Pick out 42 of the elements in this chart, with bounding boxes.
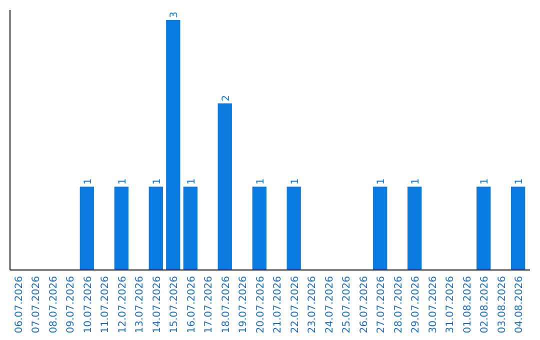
x-tick-label: 18.07.2026	[220, 276, 232, 334]
x-tick-label: 26.07.2026	[358, 276, 370, 334]
data-label: 1	[480, 178, 491, 185]
x-tick-label: 30.07.2026	[428, 276, 439, 334]
data-label: 1	[514, 178, 526, 185]
x-tick-label: 21.07.2026	[272, 276, 284, 334]
data-label: 1	[152, 178, 163, 185]
x-tick-label: 27.07.2026	[376, 276, 388, 334]
x-tick-label: 17.07.2026	[204, 276, 215, 334]
data-label: 3	[169, 12, 180, 18]
data-label: 1	[290, 178, 301, 185]
x-tick-label: 04.08.2026	[514, 276, 526, 334]
x-tick-label: 03.08.2026	[496, 276, 508, 334]
x-tick-label: 29.07.2026	[410, 276, 422, 334]
x-tick-label: 06.07.2026	[14, 276, 25, 334]
x-tick-label: 19.07.2026	[238, 276, 250, 334]
x-tick-label: 07.07.2026	[31, 276, 42, 334]
x-tick-label: 15.07.2026	[169, 276, 180, 334]
data-label: 1	[82, 178, 94, 185]
x-tick-label: 22.07.2026	[290, 276, 301, 334]
x-tick-label: 08.07.2026	[48, 276, 60, 334]
x-tick-label: 16.07.2026	[186, 276, 198, 334]
data-label: 1	[117, 178, 128, 185]
x-tick-label: 14.07.2026	[152, 276, 163, 334]
data-label: 2	[220, 94, 232, 102]
x-tick-label: 23.07.2026	[307, 276, 318, 334]
x-tick-label: 28.07.2026	[393, 276, 404, 334]
x-tick-label: 13.07.2026	[134, 276, 146, 334]
data-label: 1	[255, 178, 266, 185]
x-tick-label: 02.08.2026	[480, 276, 491, 334]
x-tick-label: 12.07.2026	[117, 276, 128, 334]
x-tick-label: 31.07.2026	[445, 276, 456, 334]
x-tick-label: 11.07.2026	[100, 276, 112, 334]
data-label: 1	[186, 178, 198, 185]
x-tick-label: 09.07.2026	[66, 276, 77, 334]
x-tick-label: 24.07.2026	[324, 276, 336, 334]
x-tick-label: 01.08.2026	[462, 276, 474, 334]
x-tick-label: 10.07.2026	[82, 276, 94, 334]
x-tick-label: 20.07.2026	[255, 276, 266, 334]
x-tick-label: 25.07.2026	[342, 276, 353, 334]
data-label: 1	[376, 178, 388, 185]
data-label: 1	[410, 178, 422, 185]
